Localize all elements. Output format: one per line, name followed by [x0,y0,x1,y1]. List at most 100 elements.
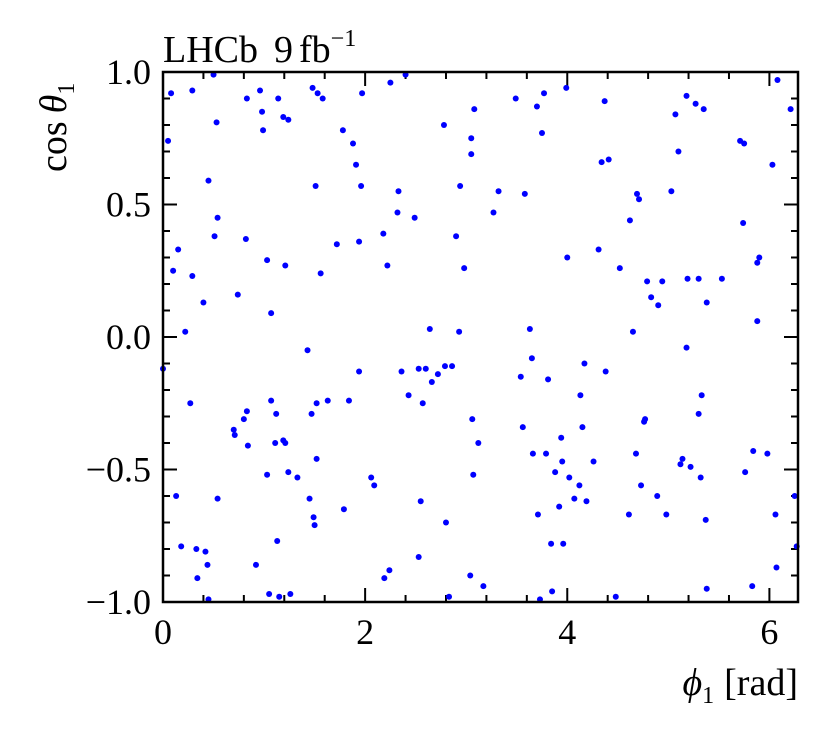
data-point [200,299,207,306]
y-tick-label: 0.5 [106,185,151,225]
data-point [552,469,559,476]
y-tick-label: −0.5 [86,450,151,490]
y-axis-title: cos θ1 [33,83,80,172]
data-point [274,538,281,545]
data-point [675,148,682,155]
data-point [576,482,583,489]
data-point [756,254,763,261]
data-point [632,450,639,457]
data-point [345,397,352,404]
data-point [314,90,321,97]
data-point [668,188,675,195]
data-point [368,474,375,481]
data-point [741,140,748,147]
data-point [282,440,289,446]
data-point [285,116,292,123]
data-point [268,397,275,404]
x-tick-label: 6 [760,612,778,652]
data-point [718,275,725,282]
y-tick-label: −1.0 [86,582,151,622]
data-point [213,119,220,126]
data-point [165,137,172,144]
x-axis-unit: [rad] [724,662,798,704]
data-point [605,156,612,163]
data-point [405,392,412,399]
data-point [308,410,315,417]
data-point [187,400,194,407]
tick-labels: 0 2 4 6 −1.0 −0.5 0.0 0.5 1.0 [86,52,779,652]
data-point [287,591,294,598]
data-point [528,355,535,362]
data-point [480,583,487,590]
data-point [700,106,707,113]
data-point [441,363,448,370]
data-point [548,540,555,547]
data-point [453,233,460,240]
data-point [313,400,320,407]
data-point [371,482,378,489]
data-point [598,159,605,166]
data-point [273,410,280,417]
data-point [266,591,273,598]
data-point [313,455,320,462]
data-point [231,432,238,439]
data-point [625,511,632,518]
data-point [398,368,405,375]
data-point [340,506,347,513]
data-point [612,593,619,600]
data-point [386,567,393,574]
data-point [636,196,643,203]
data-point [495,188,502,195]
data-point [579,424,586,431]
data-point [317,270,324,277]
data-point [285,469,292,476]
data-point [230,426,237,433]
data-point [577,392,584,399]
data-point [679,455,686,462]
data-point [471,106,478,113]
data-point [566,474,573,481]
data-point [242,235,249,242]
data-point [306,495,313,502]
data-point [243,95,250,102]
data-point [244,442,251,449]
data-points [160,71,800,603]
data-point [692,100,699,107]
data-point [534,511,541,518]
data-point [319,95,326,102]
data-point [560,540,567,547]
data-point [205,177,212,184]
data-point [384,262,391,269]
data-point [683,344,690,351]
data-point [194,575,201,582]
data-point [749,583,756,590]
data-point [193,546,200,552]
data-point [564,254,571,261]
lumi-unit: fb [299,29,331,71]
data-point [415,553,422,560]
data-point [456,328,463,335]
data-point [512,95,519,102]
data-point [754,318,761,325]
data-point [543,450,550,457]
data-point [276,593,283,600]
data-point [558,434,565,441]
data-point [211,233,218,240]
data-point [339,127,346,134]
data-point [310,514,317,521]
data-point [353,161,360,168]
y-axis-prefix: cos [33,121,75,172]
data-point [581,360,588,367]
data-point [189,87,196,94]
data-point [644,278,651,285]
data-point [654,493,661,499]
data-point [526,326,533,333]
data-point [740,220,747,227]
data-point [204,561,211,568]
data-point [521,190,528,197]
data-point [634,190,641,197]
data-point [475,440,482,446]
lumi-value: 9 [274,29,293,71]
data-point [754,259,761,266]
y-axis-subscript: 1 [54,83,80,95]
